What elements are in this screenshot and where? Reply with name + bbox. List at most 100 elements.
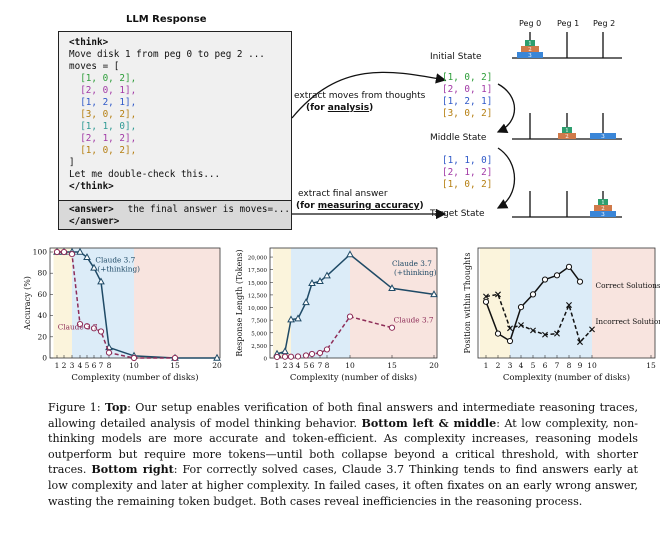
data-point	[76, 320, 84, 328]
state-label-target: Target State	[430, 209, 485, 219]
arrow1-label: extract moves from thoughts	[294, 91, 426, 101]
data-point	[105, 349, 113, 356]
move-item: [1, 0, 2]	[442, 72, 493, 83]
chart-band	[592, 248, 655, 358]
x-tick-label: 5	[85, 361, 90, 370]
think-code-box	[58, 31, 292, 200]
llm-response-title: LLM Response	[126, 14, 207, 25]
x-tick-label: 4	[519, 361, 524, 370]
y-tick-label: 12,500	[248, 293, 268, 299]
data-point	[517, 304, 525, 311]
arrow1-sublabel: (for analysis)	[306, 103, 374, 113]
data-point	[553, 272, 561, 279]
arrow-to-initial-state	[291, 71, 447, 119]
series-label: Claude 3.7	[394, 316, 434, 325]
y-tick-label: 0	[42, 354, 47, 363]
x-tick-label: 1	[55, 361, 60, 370]
data-point	[171, 354, 179, 362]
chart-panel-2: 1 2 3 4 5 6 7 8 9 10 15 Complexity (number of disks…	[463, 247, 660, 383]
x-tick-label: 7	[99, 361, 104, 370]
data-point	[323, 271, 331, 279]
y-tick-label: 60	[37, 290, 47, 299]
data-point	[577, 339, 583, 346]
hanoi-disk-label: 2	[601, 206, 605, 212]
chart-panel-1: 1 2 3 4 5 6 7 8 10 15 20 0 2,500 5,000 7,500 10,000 12,5…	[235, 247, 439, 383]
series-label: (+thinking)	[97, 265, 140, 274]
move-item: [1, 2, 1]	[442, 96, 493, 107]
chart-band	[273, 248, 291, 358]
code-line: Move disk 1 from peg 0 to peg 2 ...	[69, 49, 265, 60]
chart-band	[134, 248, 220, 358]
y-tick-label: 80	[37, 269, 47, 278]
data-point	[294, 314, 302, 322]
answer-open-tag: <answer>	[69, 204, 114, 215]
x-tick-label: 4	[78, 361, 83, 370]
data-point	[388, 284, 396, 292]
x-tick-label: 20	[429, 361, 439, 370]
hanoi-disk-label: 1	[565, 128, 569, 134]
hanoi-disk	[562, 127, 572, 133]
data-point	[213, 353, 221, 361]
data-point	[323, 346, 331, 353]
x-tick-label: 10	[129, 361, 139, 370]
chart-band	[291, 248, 350, 358]
data-point	[566, 302, 572, 308]
data-point	[287, 353, 295, 360]
arrow2-sublabel: (for measuring accuracy)	[296, 201, 424, 211]
x-tick-label: 6	[310, 361, 315, 370]
x-axis-label: Complexity (number of disks)	[71, 372, 198, 383]
data-point	[529, 291, 537, 298]
peg-label-2: Peg 2	[593, 19, 616, 28]
data-point	[97, 277, 105, 285]
hanoi-initial-state: 321	[512, 32, 622, 59]
y-axis-label: Position within Thoughts	[463, 253, 472, 354]
data-point	[130, 354, 138, 362]
hanoi-target-state: 321	[512, 191, 622, 218]
data-point	[346, 313, 354, 320]
y-tick-label: 2,500	[251, 344, 267, 350]
arrow-middle-to-target	[496, 147, 516, 209]
x-tick-label: 6	[92, 361, 97, 370]
data-point	[541, 276, 549, 283]
y-tick-label: 7,500	[251, 319, 267, 325]
x-axis-label: Complexity (number of disks)	[290, 372, 417, 383]
x-tick-label: 9	[578, 361, 583, 370]
x-tick-label: 10	[345, 361, 355, 370]
hanoi-middle-state: 21 3	[512, 113, 622, 140]
y-tick-label: 17,500	[248, 268, 268, 274]
data-point	[76, 247, 84, 255]
code-line: [1, 0, 2],	[69, 145, 137, 156]
data-point	[316, 349, 324, 357]
x-axis-label: Complexity (number of disks)	[503, 372, 630, 383]
move-item: [2, 0, 1]	[442, 84, 493, 95]
data-point	[281, 353, 289, 360]
answer-code-box	[58, 200, 292, 230]
data-point	[495, 291, 501, 298]
data-point	[281, 347, 289, 355]
hanoi-disk	[590, 211, 616, 217]
hanoi-disk	[517, 52, 543, 58]
y-tick-label: 15,000	[248, 281, 268, 287]
data-point	[430, 290, 438, 298]
x-tick-label: 1	[275, 361, 280, 370]
hanoi-disk	[525, 40, 535, 46]
data-point	[302, 298, 310, 306]
data-point	[542, 331, 548, 338]
data-point	[273, 353, 281, 361]
x-tick-label: 1	[484, 361, 489, 370]
x-tick-label: 15	[170, 361, 180, 370]
peg-label-0: Peg 0	[519, 19, 542, 28]
data-point	[346, 250, 354, 258]
y-tick-label: 10,000	[248, 306, 268, 312]
answer-close-tag: </answer>	[69, 216, 120, 227]
data-point	[316, 277, 324, 284]
data-point	[308, 279, 316, 286]
x-tick-label: 3	[508, 361, 513, 370]
state-label-initial: Initial State	[430, 52, 482, 62]
data-point	[83, 323, 91, 330]
hanoi-disk-label: 1	[601, 200, 605, 206]
x-tick-label: 10	[587, 361, 597, 370]
code-line: [2, 1, 2],	[69, 133, 137, 144]
code-line: </think>	[69, 181, 114, 192]
